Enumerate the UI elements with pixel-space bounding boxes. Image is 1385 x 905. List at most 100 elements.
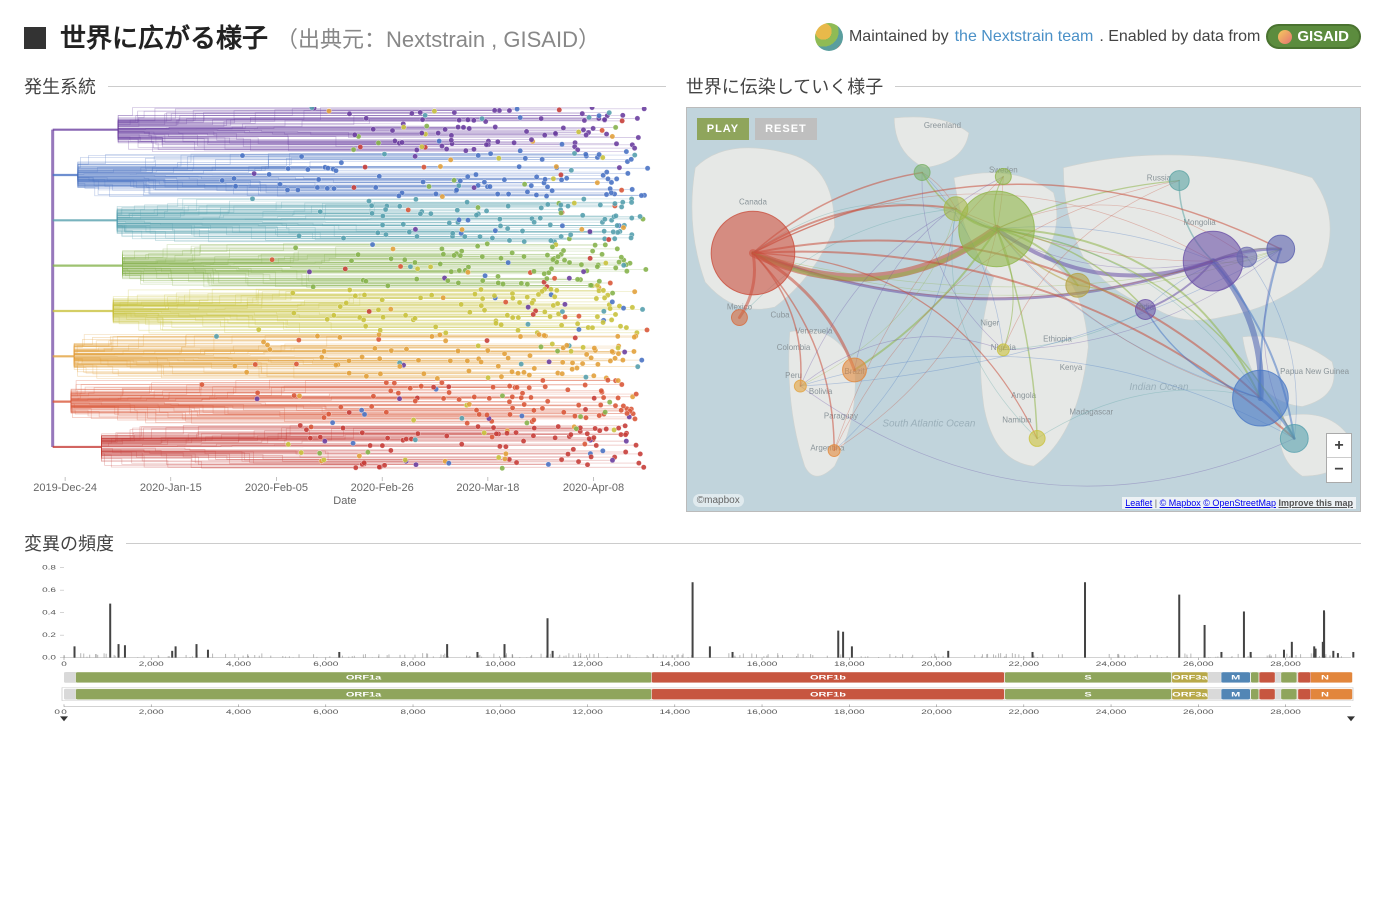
entropy-section-head: 変異の頻度 [24,530,1361,556]
divider [895,86,1361,87]
svg-text:28,000: 28,000 [1270,709,1301,716]
svg-text:M: M [1231,674,1240,681]
tree-section-head: 発生系統 [24,73,666,99]
svg-text:24,000: 24,000 [1096,661,1127,668]
svg-text:ORF3a: ORF3a [1172,674,1209,681]
reset-button[interactable]: RESET [755,118,817,140]
svg-text:ORF1b: ORF1b [810,674,847,681]
transmission-map[interactable]: GreenlandCanadaSwedenRussiaMongoliaCubaM… [686,107,1361,512]
svg-text:16,000: 16,000 [747,661,778,668]
svg-text:ORF1b: ORF1b [810,691,847,698]
svg-text:Papua New Guinea: Papua New Guinea [1280,367,1350,376]
svg-text:28,000: 28,000 [1270,661,1301,668]
svg-text:4,000: 4,000 [226,661,251,668]
nextstrain-link[interactable]: the Nextstrain team [955,28,1094,46]
title-square-icon [24,27,46,49]
svg-text:Niger: Niger [980,319,999,328]
tree-section-label: 発生系統 [24,73,96,99]
divider [108,86,666,87]
credit-suffix: . Enabled by data from [1099,28,1260,46]
svg-text:N: N [1321,691,1329,698]
svg-text:0.8: 0.8 [42,564,56,571]
svg-text:Kenya: Kenya [1059,363,1082,372]
svg-text:Greenland: Greenland [924,121,961,130]
svg-text:20,000: 20,000 [921,709,952,716]
svg-text:ORF1a: ORF1a [346,674,383,681]
svg-text:14,000: 14,000 [660,709,691,716]
svg-text:12,000: 12,000 [572,661,603,668]
svg-text:22,000: 22,000 [1009,661,1040,668]
svg-text:0.2: 0.2 [42,632,56,639]
page-title: 世界に広がる様子 [60,18,268,55]
svg-text:Cuba: Cuba [770,311,790,320]
entropy-section-label: 変異の頻度 [24,530,114,556]
zoom-out-button[interactable]: − [1327,458,1351,482]
svg-text:16,000: 16,000 [747,709,778,716]
svg-text:6,000: 6,000 [313,709,338,716]
svg-text:Canada: Canada [739,198,767,207]
nextstrain-logo-icon [815,23,843,51]
credit-line: Maintained by the Nextstrain team . Enab… [815,23,1361,51]
entropy-panel: 変異の頻度 0.0 0.2 0.4 0.6 0.8 0 2,000 4,000 6,000 8,0… [24,530,1361,744]
osm-link[interactable]: © OpenStreetMap [1203,498,1276,508]
svg-text:ORF3a: ORF3a [1172,691,1209,698]
zoom-controls: + − [1326,433,1352,483]
svg-text:0: 0 [61,709,67,716]
svg-text:2020-Apr-08: 2020-Apr-08 [563,482,624,494]
page-subtitle: （出典元：Nextstrain , GISAID） [276,22,600,54]
svg-text:26,000: 26,000 [1183,709,1214,716]
svg-text:Date: Date [333,495,356,507]
svg-text:0: 0 [61,661,67,668]
svg-text:2020-Jan-15: 2020-Jan-15 [140,482,202,494]
map-controls: PLAY RESET [697,118,817,140]
svg-text:South Atlantic Ocean: South Atlantic Ocean [882,418,975,429]
gisaid-badge[interactable]: GISAID [1266,24,1361,49]
svg-text:2020-Mar-18: 2020-Mar-18 [456,482,519,494]
svg-text:2019-Dec-24: 2019-Dec-24 [33,482,97,494]
svg-text:8,000: 8,000 [401,709,426,716]
svg-text:2020-Feb-26: 2020-Feb-26 [351,482,414,494]
play-button[interactable]: PLAY [697,118,749,140]
title-block: 世界に広がる様子 （出典元：Nextstrain , GISAID） [24,18,600,55]
svg-text:0.6: 0.6 [42,587,56,594]
svg-text:Madagascar: Madagascar [1069,407,1113,416]
svg-text:M: M [1231,691,1240,698]
svg-text:18,000: 18,000 [834,661,865,668]
mapbox-link[interactable]: © Mapbox [1160,498,1201,508]
svg-text:Indian Ocean: Indian Ocean [1129,382,1189,393]
svg-text:S: S [1084,674,1091,681]
tree-panel: 発生系統 2019-Dec-242020-Jan-152020-Feb-0520… [24,73,666,512]
map-panel: 世界に伝染していく様子 GreenlandCanadaSwedenRussiaM… [686,73,1361,512]
svg-text:10,000: 10,000 [485,709,516,716]
map-section-head: 世界に伝染していく様子 [686,73,1361,99]
leaflet-link[interactable]: Leaflet [1125,498,1152,508]
svg-text:10,000: 10,000 [485,661,516,668]
phylogenetic-tree[interactable]: 2019-Dec-24 2020-Jan-15 2020-Feb-05 2020-Fe… [24,107,666,512]
zoom-in-button[interactable]: + [1327,434,1351,458]
svg-text:Venezuela: Venezuela [795,327,833,336]
svg-text:12,000: 12,000 [572,709,603,716]
svg-text:6,000: 6,000 [313,661,338,668]
svg-text:4,000: 4,000 [226,709,251,716]
svg-text:18,000: 18,000 [834,709,865,716]
header-row: 世界に広がる様子 （出典元：Nextstrain , GISAID） Maint… [24,18,1361,55]
svg-text:Peru: Peru [785,371,802,380]
mapbox-watermark: ©mapbox [693,494,744,507]
svg-text:Colombia: Colombia [777,343,811,352]
svg-text:2,000: 2,000 [139,661,164,668]
svg-text:S: S [1084,691,1091,698]
svg-text:2020-Feb-05: 2020-Feb-05 [245,482,308,494]
svg-text:ORF1a: ORF1a [346,691,383,698]
svg-text:0.4: 0.4 [42,609,56,616]
svg-text:N: N [1321,674,1329,681]
entropy-chart[interactable]: 0.0 0.2 0.4 0.6 0.8 0 2,000 4,000 6,000 8,000 10,0… [24,564,1361,744]
credit-prefix: Maintained by [849,28,949,46]
svg-text:22,000: 22,000 [1009,709,1040,716]
map-attribution: Leaflet | © Mapbox © OpenStreetMap Impro… [1122,497,1356,509]
divider [126,543,1361,544]
improve-map-link[interactable]: Improve this map [1278,498,1353,508]
svg-text:0.0: 0.0 [42,654,56,661]
map-canvas[interactable]: GreenlandCanadaSwedenRussiaMongoliaCubaM… [687,108,1360,511]
svg-text:14,000: 14,000 [660,661,691,668]
svg-text:26,000: 26,000 [1183,661,1214,668]
